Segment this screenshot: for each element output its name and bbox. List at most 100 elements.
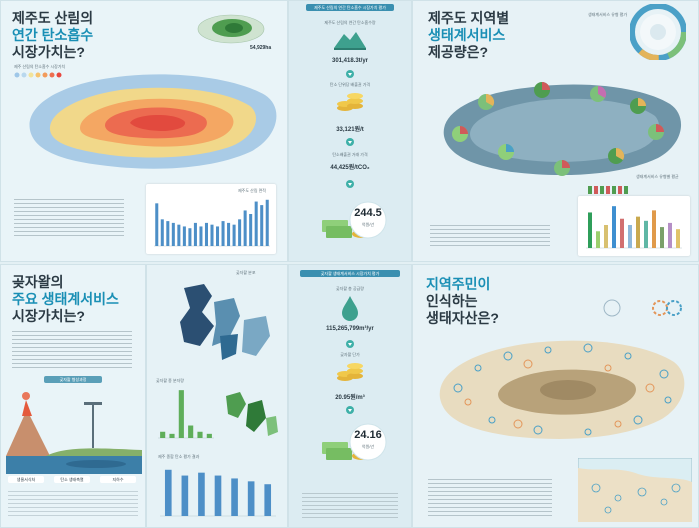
panel-title: 제주도 지역별 생태계서비스 제공량은? (428, 10, 509, 61)
down-arrow-icon (346, 70, 354, 78)
panel-gotjawal-valuation: 곶자왈 생태계서비스 시장가치 평가 곶자왈 총 공급량 115,265,799… (288, 264, 412, 528)
green-forest-map (226, 392, 278, 436)
legend-scale (14, 72, 62, 78)
service-tag: 탄소 생태축열 (54, 476, 90, 483)
title-line: 인식하는 (426, 293, 478, 309)
service-average-bar-chart (586, 206, 682, 249)
panel-resident-perception: 지역주민이 인식하는 생태자산은? (412, 264, 699, 528)
resident-perception-map (439, 340, 685, 439)
step-label: 곶자왈 단가 (340, 352, 360, 357)
chart-bar (188, 228, 192, 246)
chart-bar (265, 199, 269, 246)
gotjawal-distribution-map (180, 284, 270, 360)
chart-bar (169, 433, 175, 438)
region-pie-chart (452, 82, 664, 176)
chart-bar (264, 484, 272, 516)
down-arrow-icon (346, 138, 354, 146)
legend-circles (603, 299, 682, 317)
down-arrow-icon (346, 340, 354, 348)
chart-bar (166, 221, 170, 246)
service-type-wheel (630, 4, 686, 60)
chart-bar (596, 231, 600, 248)
section-header: 제주도 산림의 연간 탄소흡수 시장가치 평가 (306, 4, 394, 11)
total-value-circle (349, 201, 387, 239)
panel-ecosystem-services: 제주도 지역별 생태계서비스 제공량은? 생태계서비스 유형 평가 (412, 0, 699, 262)
step-value: 115,265,799m³/yr (326, 326, 374, 332)
chart-bar (644, 220, 648, 248)
down-arrow-icon (346, 180, 354, 188)
title-line: 시장가치는? (12, 44, 85, 60)
total-value: 244.5 (354, 207, 382, 219)
chart-bar (652, 210, 656, 248)
panel-carbon-valuation: 제주도 산림의 연간 탄소흡수 시장가치 평가 제주도 산림의 연간 탄소흡수량… (288, 0, 412, 262)
gotjawal-formation-illustration (6, 392, 142, 474)
chart-bar (188, 425, 194, 438)
chart-bar (676, 229, 680, 248)
chart-bar (260, 205, 264, 246)
title-line-highlight: 연간 탄소흡수 (12, 27, 94, 43)
title-line: 제공량은? (428, 44, 489, 60)
chart-bar (620, 218, 624, 248)
inset-value: 54,929ha (250, 45, 272, 51)
title-line-highlight: 지역주민이 (426, 276, 491, 292)
chart-bar (668, 222, 672, 248)
section-header: 곶자왈 형성과정 (44, 376, 102, 383)
legend-label: 생태계서비스 유형 평가 (588, 12, 628, 17)
inset-forest-map (197, 14, 265, 44)
chart-bar (612, 206, 616, 248)
title-line-highlight: 주요 생태계서비스 (12, 291, 119, 307)
chart-bar (221, 221, 225, 246)
chart-bar (198, 472, 205, 516)
chart-bar (177, 224, 181, 246)
chart-bar (247, 481, 255, 516)
panel-title: 제주도 산림의 연간 탄소흡수 시장가치는? (12, 10, 93, 61)
step-label: 탄소배출권 거래 가격 (332, 152, 368, 157)
chart-bar (636, 216, 640, 248)
total-value-circle (349, 423, 387, 461)
tag-description-text (8, 488, 138, 518)
species-bar-chart (158, 390, 214, 439)
chart-bar (155, 203, 159, 246)
title-line: 곶자왈의 (12, 274, 64, 290)
step-label: 탄소 단위당 배출권 가격 (329, 82, 371, 87)
description-text (430, 222, 550, 246)
description-text (12, 328, 132, 368)
chart-bar (243, 210, 247, 246)
down-arrow-icon (346, 406, 354, 414)
coin-stack-icon (337, 363, 363, 381)
chart-bar (204, 222, 208, 246)
description-text (14, 196, 124, 236)
ecosystem-service-map (443, 82, 682, 176)
step-value: 44,425원/tCO₂ (330, 165, 370, 171)
chart-bar (160, 219, 164, 246)
total-unit: 억원/년 (361, 222, 375, 227)
chart-bar (181, 475, 189, 516)
chart-label: 제주도 산림 면적 (238, 188, 266, 193)
total-unit: 억원/년 (361, 444, 375, 449)
chart-bar (232, 224, 236, 246)
chart-bar (182, 226, 186, 246)
chart-bar (216, 226, 220, 246)
legend-label: 제주 산림의 탄소흡수 시장가치 (14, 64, 66, 69)
chart-bar (660, 227, 664, 248)
chart-bar (238, 219, 242, 246)
legend-swatches (588, 186, 628, 194)
footnote-text (302, 490, 398, 518)
panel-title: 지역주민이 인식하는 생태자산은? (426, 276, 499, 327)
title-line-highlight: 생태계서비스 (428, 27, 506, 43)
chart-bar (604, 225, 608, 248)
map-label: 곶자왈 분포 (236, 270, 256, 275)
chart-bar (171, 222, 175, 246)
forest-area-bar-chart (154, 199, 270, 247)
detail-inset-map (578, 458, 692, 522)
step-label: 곶자왈 총 공급량 (336, 286, 364, 291)
step-value: 20.95원/m³ (335, 395, 365, 401)
chart-bar (210, 224, 214, 246)
chart-label: 생태계서비스 유형별 평균 (636, 174, 679, 179)
title-line: 시장가치는? (12, 308, 85, 324)
chart-bar (199, 226, 203, 246)
title-line: 제주도 지역별 (428, 10, 510, 26)
service-tag: 지하수 (100, 476, 136, 483)
step-label: 제주도 산림의 연간 탄소흡수량 (324, 20, 376, 25)
